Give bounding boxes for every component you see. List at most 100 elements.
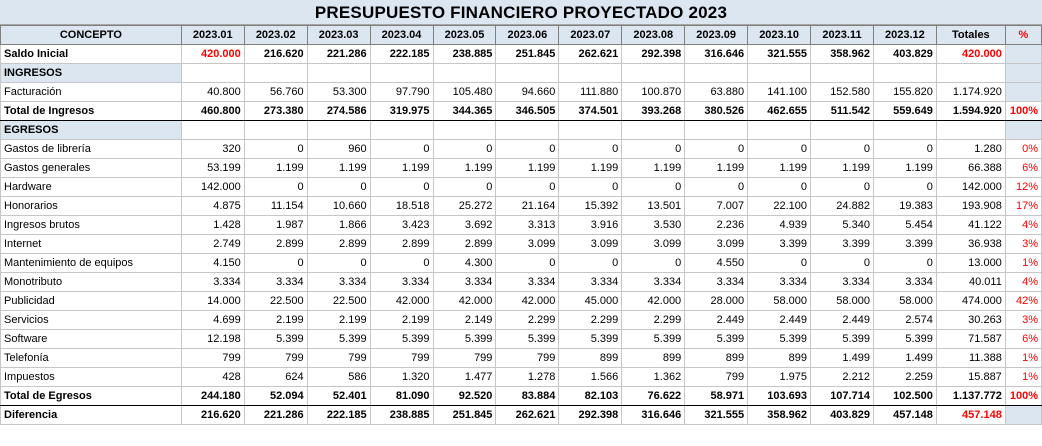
row-total[interactable]: 40.011: [935, 272, 1006, 292]
cell-value[interactable]: 238.885: [369, 405, 434, 425]
cell-value[interactable]: 1.987: [243, 215, 308, 235]
cell-value[interactable]: 321.555: [747, 44, 812, 64]
row-total[interactable]: 457.148: [935, 405, 1006, 425]
cell-value[interactable]: 24.882: [810, 196, 874, 216]
cell-value[interactable]: 899: [621, 348, 686, 368]
cell-value[interactable]: 799: [369, 348, 434, 368]
cell-value[interactable]: 428: [180, 367, 245, 387]
cell-value[interactable]: 460.800: [180, 101, 245, 121]
cell-value[interactable]: 103.693: [747, 386, 812, 406]
cell-value[interactable]: 3.334: [495, 272, 560, 292]
cell-value[interactable]: 292.398: [558, 405, 623, 425]
cell-value[interactable]: 2.199: [243, 310, 308, 330]
row-label[interactable]: Software: [0, 329, 182, 349]
row-label[interactable]: Saldo Inicial: [0, 44, 182, 64]
cell-value[interactable]: 102.500: [872, 386, 937, 406]
cell-value[interactable]: 42.000: [495, 291, 560, 311]
row-label[interactable]: Monotributo: [0, 272, 182, 292]
cell-value[interactable]: 52.094: [243, 386, 308, 406]
cell-value[interactable]: 2.299: [495, 310, 560, 330]
cell-value[interactable]: 0: [684, 177, 749, 197]
cell-value[interactable]: 3.692: [432, 215, 497, 235]
cell-value[interactable]: 1.199: [243, 158, 308, 178]
cell-value[interactable]: 63.880: [684, 82, 749, 102]
cell-value[interactable]: 3.099: [684, 234, 749, 254]
cell-value[interactable]: 238.885: [432, 44, 497, 64]
cell-value[interactable]: 586: [306, 367, 371, 387]
cell-value[interactable]: 155.820: [872, 82, 937, 102]
row-total[interactable]: 193.908: [935, 196, 1006, 216]
cell-value[interactable]: 216.620: [180, 405, 245, 425]
cell-value[interactable]: 3.334: [243, 272, 308, 292]
cell-value[interactable]: 420.000: [180, 44, 245, 64]
cell-value[interactable]: 2.449: [810, 310, 874, 330]
cell-value[interactable]: 403.829: [810, 405, 874, 425]
cell-value[interactable]: 3.530: [621, 215, 686, 235]
row-label[interactable]: Diferencia: [0, 405, 182, 425]
cell-value[interactable]: 273.380: [243, 101, 308, 121]
cell-value[interactable]: 0: [810, 139, 874, 159]
row-total[interactable]: 142.000: [935, 177, 1006, 197]
cell-value[interactable]: 141.100: [747, 82, 812, 102]
cell-value[interactable]: 262.621: [558, 44, 623, 64]
row-label[interactable]: Mantenimiento de equipos: [0, 253, 182, 273]
row-total[interactable]: 71.587: [935, 329, 1006, 349]
cell-value[interactable]: 3.916: [558, 215, 623, 235]
cell-value[interactable]: 2.899: [432, 234, 497, 254]
row-label[interactable]: Honorarios: [0, 196, 182, 216]
cell-value[interactable]: 4.699: [180, 310, 245, 330]
cell-value[interactable]: 320: [180, 139, 245, 159]
cell-value[interactable]: 10.660: [306, 196, 371, 216]
cell-value[interactable]: 18.518: [369, 196, 434, 216]
cell-value[interactable]: 511.542: [810, 101, 874, 121]
cell-value[interactable]: 0: [432, 139, 497, 159]
cell-value[interactable]: 0: [243, 139, 308, 159]
cell-value[interactable]: 111.880: [558, 82, 623, 102]
row-total[interactable]: 474.000: [935, 291, 1006, 311]
cell-value[interactable]: 2.199: [306, 310, 371, 330]
cell-value[interactable]: 799: [243, 348, 308, 368]
cell-value[interactable]: 0: [747, 139, 812, 159]
cell-value[interactable]: 4.875: [180, 196, 245, 216]
cell-value[interactable]: 58.000: [810, 291, 874, 311]
cell-value[interactable]: 1.199: [810, 158, 874, 178]
cell-value[interactable]: 1.499: [810, 348, 874, 368]
cell-value[interactable]: 5.399: [810, 329, 874, 349]
cell-value[interactable]: 3.399: [810, 234, 874, 254]
cell-value[interactable]: 0: [872, 139, 937, 159]
cell-value[interactable]: 2.449: [684, 310, 749, 330]
cell-value[interactable]: 22.500: [306, 291, 371, 311]
cell-value[interactable]: 3.313: [495, 215, 560, 235]
cell-value[interactable]: 3.423: [369, 215, 434, 235]
cell-value[interactable]: 53.199: [180, 158, 245, 178]
cell-value[interactable]: 3.334: [306, 272, 371, 292]
cell-value[interactable]: 358.962: [747, 405, 812, 425]
cell-value[interactable]: 1.866: [306, 215, 371, 235]
cell-value[interactable]: 105.480: [432, 82, 497, 102]
cell-value[interactable]: 5.399: [432, 329, 497, 349]
cell-value[interactable]: 3.334: [432, 272, 497, 292]
cell-value[interactable]: 56.760: [243, 82, 308, 102]
cell-value[interactable]: 58.000: [747, 291, 812, 311]
cell-value[interactable]: 624: [243, 367, 308, 387]
cell-value[interactable]: 3.334: [180, 272, 245, 292]
cell-value[interactable]: 3.334: [621, 272, 686, 292]
cell-value[interactable]: 3.334: [558, 272, 623, 292]
cell-value[interactable]: 5.399: [369, 329, 434, 349]
cell-value[interactable]: 221.286: [243, 405, 308, 425]
cell-value[interactable]: 244.180: [180, 386, 245, 406]
row-total[interactable]: 420.000: [935, 44, 1006, 64]
cell-value[interactable]: 7.007: [684, 196, 749, 216]
cell-value[interactable]: 403.829: [872, 44, 937, 64]
cell-value[interactable]: 19.383: [872, 196, 937, 216]
row-label[interactable]: Ingresos brutos: [0, 215, 182, 235]
cell-value[interactable]: 346.505: [495, 101, 560, 121]
cell-value[interactable]: 92.520: [432, 386, 497, 406]
row-label[interactable]: Telefonía: [0, 348, 182, 368]
cell-value[interactable]: 559.649: [872, 101, 937, 121]
row-label[interactable]: Hardware: [0, 177, 182, 197]
row-label[interactable]: Publicidad: [0, 291, 182, 311]
cell-value[interactable]: 2.899: [306, 234, 371, 254]
cell-value[interactable]: 5.399: [558, 329, 623, 349]
row-total[interactable]: 30.263: [935, 310, 1006, 330]
